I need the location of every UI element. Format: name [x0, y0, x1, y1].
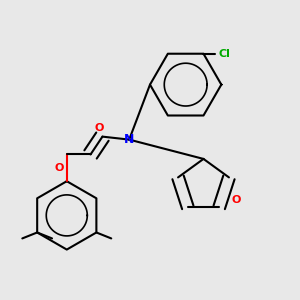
Text: O: O [231, 195, 241, 205]
Text: N: N [124, 133, 134, 146]
Text: O: O [95, 123, 104, 133]
Text: O: O [55, 163, 64, 173]
Text: Cl: Cl [218, 49, 230, 59]
